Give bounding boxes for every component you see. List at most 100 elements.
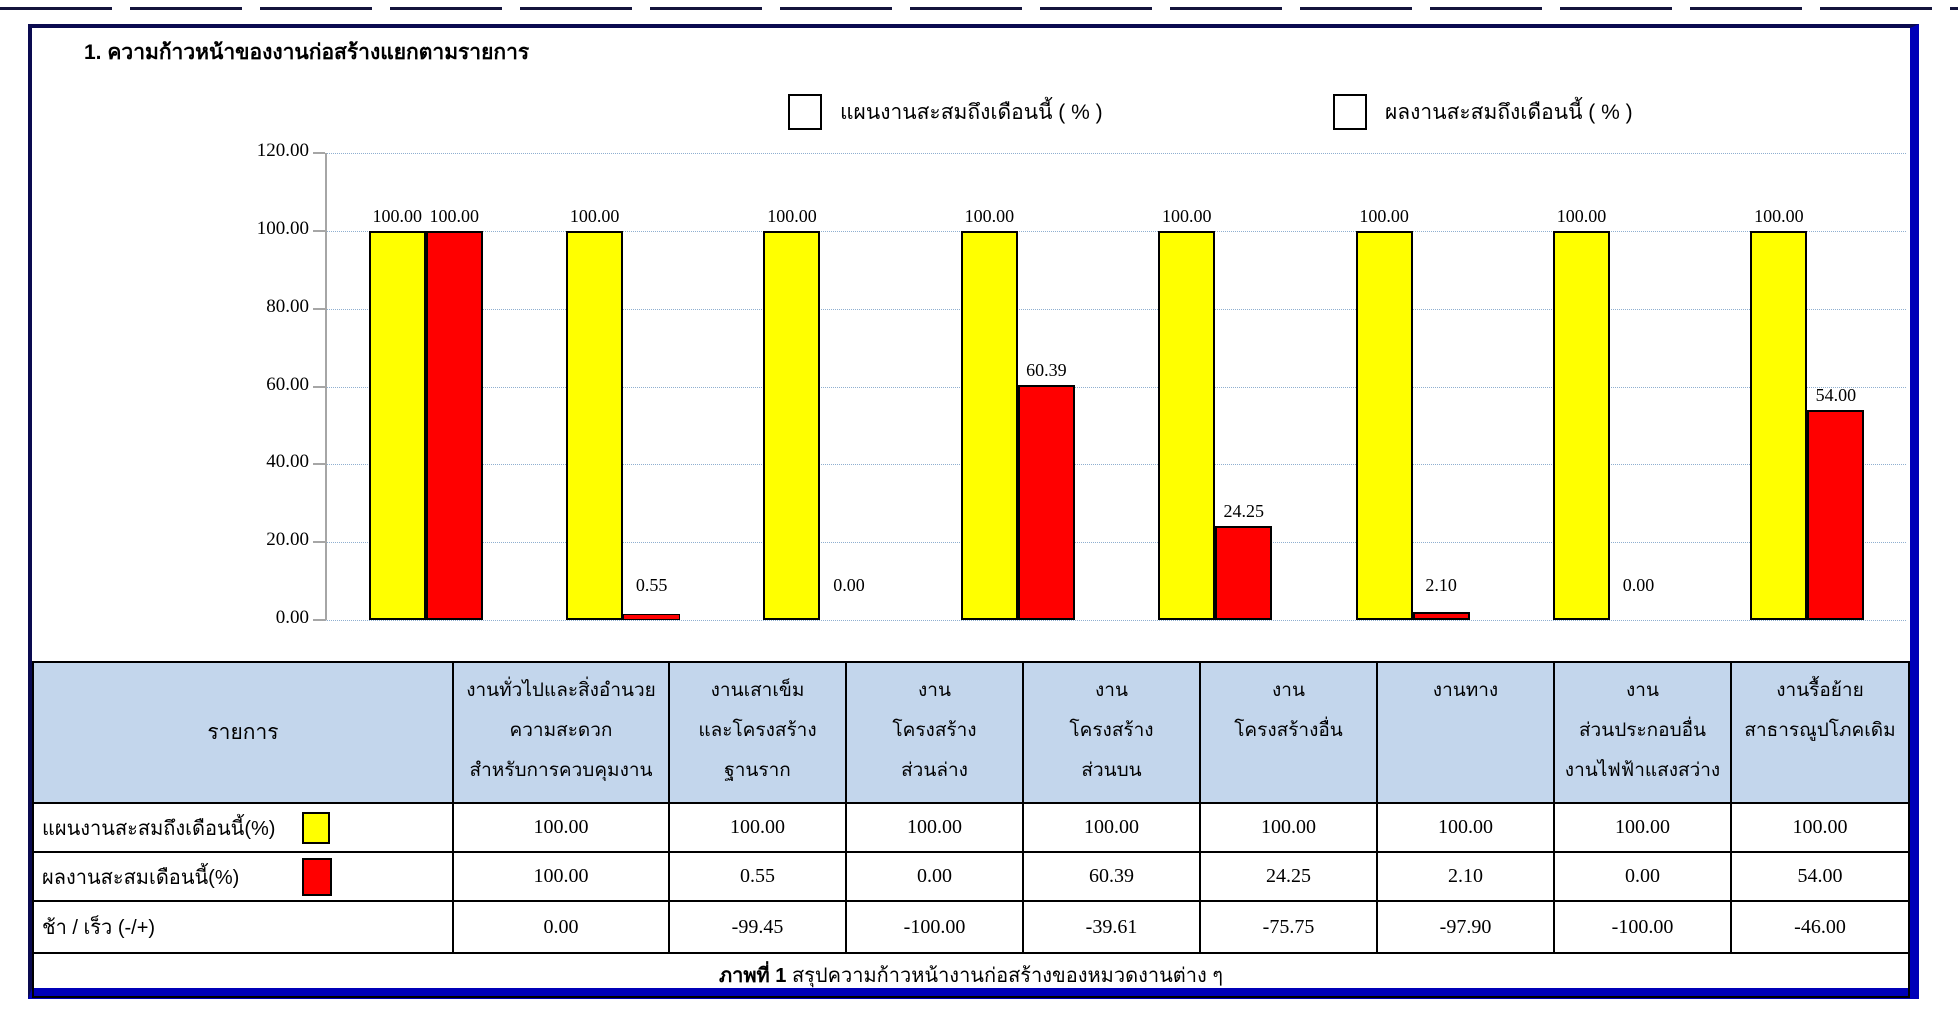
- plan-bar-value-label: 100.00: [1359, 206, 1409, 226]
- actual-bar-value-label: 24.25: [1223, 501, 1264, 521]
- gridline: [327, 386, 1906, 388]
- table-cell: -100.00: [1553, 900, 1732, 954]
- header-line: สาธารณูปโภคเดิม: [1744, 720, 1896, 741]
- gridline: [327, 464, 1906, 466]
- table-cell: 54.00: [1730, 851, 1910, 902]
- header-line: ส่วนล่าง: [901, 760, 968, 781]
- y-axis-tick-mark: [313, 307, 325, 310]
- table-cell: 0.00: [1553, 851, 1732, 902]
- y-axis-tick-mark: [313, 152, 325, 154]
- y-axis-tick-mark: [313, 541, 325, 544]
- y-axis-tick-label: 80.00: [266, 295, 309, 317]
- header-line: สำหรับการควบคุมงาน: [469, 760, 653, 781]
- header-line: งาน: [1626, 680, 1659, 701]
- table-cell: 60.39: [1022, 851, 1201, 902]
- plan-bar: [1750, 231, 1808, 620]
- actual-bar: [1215, 526, 1273, 620]
- actual-bar-value-label: 0.00: [833, 575, 865, 595]
- y-axis-ticks: [313, 28, 325, 728]
- table-corner-header: รายการ: [32, 661, 454, 804]
- table-cell: 100.00: [1553, 802, 1732, 853]
- plan-swatch: [302, 811, 330, 844]
- table-cell: 100.00: [452, 802, 670, 853]
- table-cell: 0.55: [668, 851, 847, 902]
- page-break-dashed-line: [0, 7, 1958, 10]
- table-column-header: งาน โครงสร้าง ส่วนบน: [1022, 661, 1201, 804]
- actual-bar-value-label: 60.39: [1026, 360, 1067, 380]
- y-axis-tick-label: 20.00: [266, 529, 309, 551]
- legend-item-actual: ผลงานสะสมถึงเดือนนี้ ( % ): [1333, 94, 1633, 130]
- header-line: และโครงสร้าง: [698, 720, 817, 741]
- plan-bar: [566, 231, 624, 620]
- plan-bar-value-label: 100.00: [1161, 206, 1212, 226]
- table-cell: 24.25: [1199, 851, 1378, 902]
- y-axis: 0.00 20.00 40.00 60.00 80.00 100.00 120.00: [209, 28, 309, 728]
- plan-bar: [1158, 231, 1216, 620]
- table-column-header: งานทั่วไปและสิ่งอำนวย ความสะดวก สำหรับการค…: [452, 661, 670, 804]
- table-cell: -46.00: [1730, 900, 1910, 954]
- table-header-row: รายการ งานทั่วไปและสิ่งอำนวย ความสะดวก สำหร…: [32, 661, 1910, 804]
- actual-bar-value-label: 2.10: [1425, 575, 1457, 595]
- header-line: งานเสาเข็ม: [710, 680, 805, 701]
- header-line: โครงสร้างอื่น: [1234, 720, 1343, 741]
- plan-bar-value-label: 100.00: [964, 206, 1015, 226]
- plan-bar-value-label: 100.00: [569, 206, 620, 226]
- table-cell: 100.00: [1199, 802, 1378, 853]
- header-line: งานไฟฟ้าแสงสว่าง: [1564, 760, 1721, 781]
- caption-text: สรุปความก้าวหน้างานก่อสร้างของหมวดงานต่า…: [786, 965, 1224, 987]
- header-line: ส่วนบน: [1081, 760, 1142, 781]
- table-column-header: งานทาง: [1376, 661, 1555, 804]
- actual-swatch: [302, 857, 332, 896]
- table-cell: 2.10: [1376, 851, 1555, 902]
- plan-bar-value-label: 100.00: [1556, 206, 1607, 226]
- table-cell: 100.00: [1376, 802, 1555, 853]
- table-cell: -97.90: [1376, 900, 1555, 954]
- table-cell: -99.45: [668, 900, 847, 954]
- plan-bar-value-label: 100.00: [767, 206, 817, 226]
- table-caption: ภาพที่ 1 สรุปความก้าวหน้างานก่อสร้างของห…: [32, 952, 1910, 998]
- gridline: [327, 230, 1906, 232]
- header-line: งาน: [1095, 680, 1128, 701]
- row-label-text: ผลงานสะสมเดือนนี้(%): [42, 866, 240, 889]
- header-line: ส่วนประกอบอื่น: [1578, 720, 1707, 741]
- y-axis-tick-label: 100.00: [256, 217, 309, 239]
- gridline: [327, 308, 1906, 310]
- actual-bar: [1807, 410, 1865, 620]
- table-cell: 0.00: [845, 851, 1024, 902]
- table-cell: 100.00: [668, 802, 847, 853]
- gridline: [327, 153, 1906, 154]
- header-line: ฐานราก: [724, 760, 791, 781]
- table-row-label: ช้า / เร็ว (-/+): [32, 900, 454, 954]
- plan-bar: [368, 231, 426, 620]
- plan-bar: [1355, 231, 1413, 620]
- table-cell: 100.00: [1022, 802, 1201, 853]
- caption-figure-number: ภาพที่ 1: [718, 965, 787, 987]
- gridline: [327, 542, 1906, 544]
- table-cell: 100.00: [845, 802, 1024, 853]
- table-caption-row: ภาพที่ 1 สรุปความก้าวหน้างานก่อสร้างของห…: [32, 952, 1910, 998]
- plan-bar-value-label: 100.00: [1754, 206, 1804, 226]
- legend-item-plan: แผนงานสะสมถึงเดือนนี้ ( % ): [788, 94, 1103, 130]
- plan-legend-label: แผนงานสะสมถึงเดือนนี้ ( % ): [840, 100, 1103, 124]
- plan-bar: [1552, 231, 1610, 620]
- table-cell: -75.75: [1199, 900, 1378, 954]
- header-line: โครงสร้าง: [892, 720, 977, 741]
- y-axis-tick-mark: [313, 229, 325, 232]
- header-line: งานทาง: [1432, 680, 1499, 701]
- y-axis-tick-label: 120.00: [256, 140, 309, 161]
- page-title: 1. ความก้าวหน้าของงานก่อสร้างแยกตามรายกา…: [84, 41, 530, 64]
- plan-bar: [960, 231, 1018, 620]
- plan-bar: [763, 231, 821, 620]
- row-label-text: ช้า / เร็ว (-/+): [42, 917, 156, 939]
- progress-table: รายการ งานทั่วไปและสิ่งอำนวย ความสะดวก สำหร…: [32, 661, 1910, 998]
- report-frame: 1. ความก้าวหน้าของงานก่อสร้างแยกตามรายกา…: [28, 24, 1919, 999]
- table-column-header: งานเสาเข็มและโครงสร้างฐานราก: [668, 661, 847, 804]
- actual-legend-label: ผลงานสะสมถึงเดือนนี้ ( % ): [1385, 100, 1633, 124]
- y-axis-tick-label: 60.00: [266, 373, 309, 395]
- plan-legend-swatch: [788, 94, 822, 130]
- header-line: งาน: [1272, 680, 1305, 701]
- y-axis-tick-mark: [313, 619, 325, 621]
- table-cell: 100.00: [452, 851, 670, 902]
- actual-bar: [425, 231, 483, 620]
- table-row: ผลงานสะสมเดือนนี้(%) 100.00 0.55 0.00 60.39 2…: [32, 851, 1910, 902]
